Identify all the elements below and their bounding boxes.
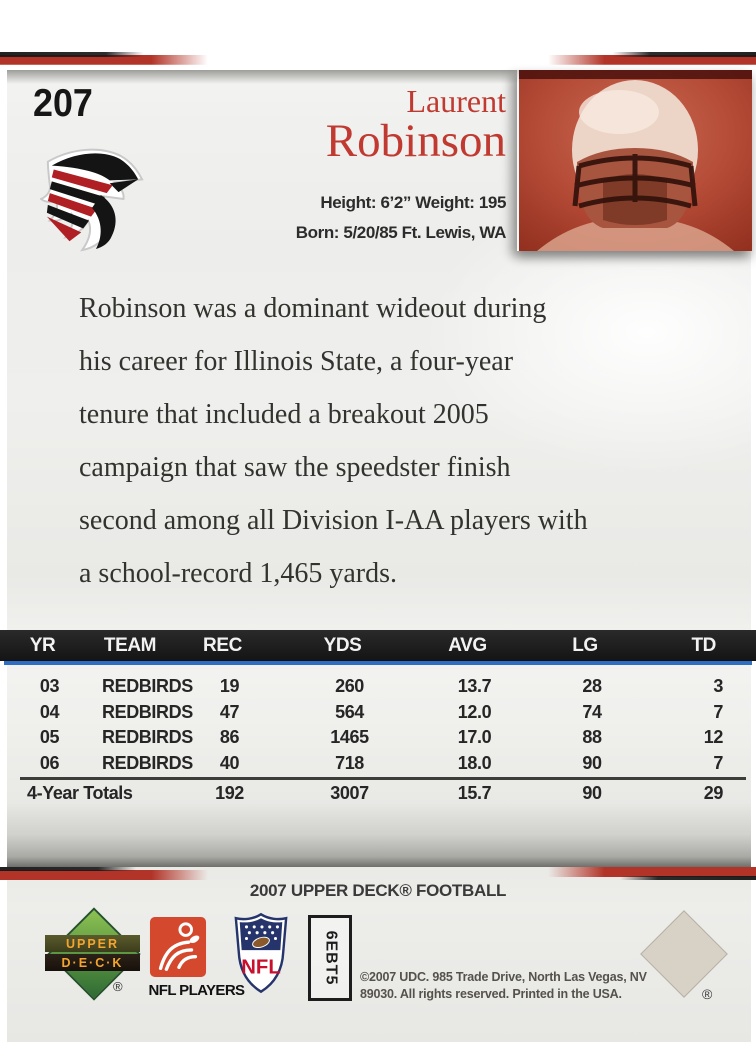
col-header-yr: YR xyxy=(29,634,56,656)
cell-td: 12 xyxy=(703,727,724,748)
player-photo xyxy=(517,70,752,251)
table-row: 06 REDBIRDS 40 718 18.0 90 7 xyxy=(7,751,751,777)
cell-yds: 564 xyxy=(335,701,364,722)
cell-avg: 12.0 xyxy=(457,701,492,722)
set-title: 2007 UPPER DECK® FOOTBALL xyxy=(249,881,507,900)
hologram-icon xyxy=(640,910,728,998)
card-code: 6EBT5 xyxy=(322,930,340,986)
totals-label: 4-Year Totals xyxy=(27,782,133,803)
player-bio: Robinson was a dominant wideout during h… xyxy=(79,282,704,600)
copyright-text: ©2007 UDC. 985 Trade Drive, North Las Ve… xyxy=(360,969,660,1002)
cell-team: REDBIRDS xyxy=(102,676,193,697)
upper-deck-word-upper: UPPER xyxy=(45,935,140,952)
totals-separator xyxy=(20,777,746,780)
bio-line: second among all Division I-AA players w… xyxy=(79,505,588,536)
bio-line: a school-record 1,465 yards. xyxy=(79,558,398,589)
bottom-stripe-right xyxy=(378,867,756,880)
cell-lg: 90 xyxy=(582,752,602,773)
player-name-block: Laurent Robinson Height: 6’2” Weight: 19… xyxy=(295,83,507,248)
cell-rec: 19 xyxy=(219,676,240,697)
table-row: 03 REDBIRDS 19 260 13.7 28 3 xyxy=(7,674,751,700)
height-weight: Height: 6’2” Weight: 195 xyxy=(320,193,506,212)
card-number: 207 xyxy=(33,82,93,125)
cell-td: 7 xyxy=(713,752,723,773)
falcons-logo-icon xyxy=(40,148,144,252)
cell-avg: 17.0 xyxy=(457,727,492,748)
totals-lg: 90 xyxy=(582,782,602,803)
bottom-accent-stripe xyxy=(0,867,756,880)
col-header-team: TEAM xyxy=(103,634,157,656)
lower-shadow-band xyxy=(7,802,751,867)
player-first-name: Laurent xyxy=(406,83,507,119)
totals-avg: 15.7 xyxy=(457,782,492,803)
bio-line: campaign that saw the speedster finish xyxy=(79,452,511,483)
bottom-stripe-left xyxy=(0,867,378,880)
col-header-lg: LG xyxy=(572,634,598,656)
top-stripe-right xyxy=(378,52,756,65)
cell-yr: 03 xyxy=(39,676,60,697)
cell-rec: 47 xyxy=(219,701,240,722)
nfl-players-label: NFL PLAYERS xyxy=(148,982,246,999)
registered-mark: ® xyxy=(702,986,713,1002)
totals-yds: 3007 xyxy=(330,782,369,803)
cell-rec: 86 xyxy=(219,727,240,748)
cell-lg: 28 xyxy=(582,676,602,697)
cell-team: REDBIRDS xyxy=(102,701,193,722)
totals-row: 4-Year Totals 192 3007 15.7 90 29 xyxy=(7,781,751,805)
bio-line: Robinson was a dominant wideout during xyxy=(79,293,547,324)
upper-deck-word-deck: D·E·C·K xyxy=(45,954,140,971)
hologram-diamond xyxy=(640,910,728,998)
cell-td: 3 xyxy=(713,676,723,697)
cell-avg: 18.0 xyxy=(457,752,492,773)
player-last-name: Robinson xyxy=(325,115,506,167)
cell-team: REDBIRDS xyxy=(102,752,193,773)
cell-yds: 1465 xyxy=(330,727,369,748)
nfl-players-logo-icon: NFL PLAYERS xyxy=(149,916,245,1006)
copyright-line-2: 89030. All rights reserved. Printed in t… xyxy=(360,986,622,1001)
bio-line: tenure that included a breakout 2005 xyxy=(79,399,489,430)
col-header-rec: REC xyxy=(203,634,242,656)
cell-rec: 40 xyxy=(219,752,240,773)
cell-lg: 74 xyxy=(582,701,602,722)
cell-yds: 260 xyxy=(335,676,364,697)
born-line: Born: 5/20/85 Ft. Lewis, WA xyxy=(295,223,507,242)
nfl-shield-label: NFL xyxy=(241,956,280,978)
totals-td: 29 xyxy=(703,782,724,803)
player-vitals: Height: 6’2” Weight: 195 Born: 5/20/85 F… xyxy=(295,188,507,248)
table-row: 05 REDBIRDS 86 1465 17.0 88 12 xyxy=(7,725,751,751)
table-header-rule xyxy=(4,661,752,665)
cell-yr: 05 xyxy=(39,727,60,748)
cell-team: REDBIRDS xyxy=(102,727,193,748)
cell-avg: 13.7 xyxy=(457,676,492,697)
stats-table-rows: 03 REDBIRDS 19 260 13.7 28 3 04 REDBIRDS… xyxy=(7,674,751,776)
col-header-td: TD xyxy=(691,634,716,656)
col-header-avg: AVG xyxy=(448,634,487,656)
cell-td: 7 xyxy=(713,701,723,722)
copyright-line-1: ©2007 UDC. 985 Trade Drive, North Las Ve… xyxy=(360,970,647,984)
col-header-yds: YDS xyxy=(323,634,362,656)
bio-line: his career for Illinois State, a four-ye… xyxy=(79,346,514,377)
card-code-box: 6EBT5 xyxy=(308,915,352,1001)
cell-yr: 04 xyxy=(39,701,60,722)
upper-deck-logo-icon: UPPER D·E·C·K ® xyxy=(45,907,141,1005)
registered-mark: ® xyxy=(113,979,123,994)
nfl-players-mark xyxy=(149,917,207,977)
cell-yds: 718 xyxy=(335,752,364,773)
totals-rec: 192 xyxy=(215,782,244,803)
cell-lg: 88 xyxy=(582,727,602,748)
stats-table-header: YR TEAM REC YDS AVG LG TD xyxy=(0,630,756,661)
table-row: 04 REDBIRDS 47 564 12.0 74 7 xyxy=(7,700,751,726)
top-accent-stripe xyxy=(0,52,756,65)
cell-yr: 06 xyxy=(39,752,60,773)
nfl-shield-icon: NFL xyxy=(234,912,288,994)
top-stripe-left xyxy=(0,52,378,65)
